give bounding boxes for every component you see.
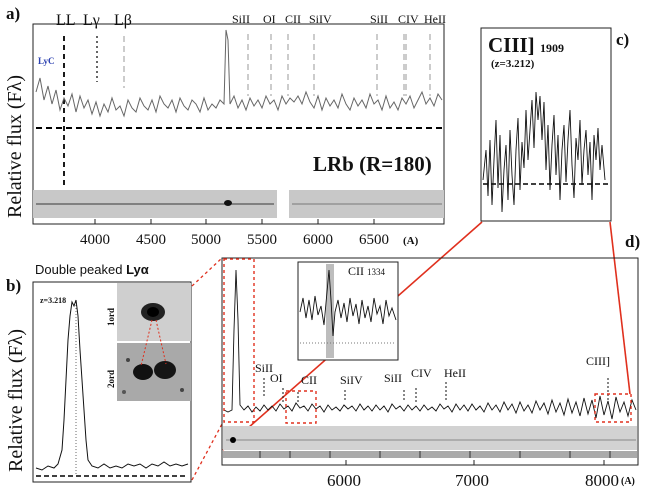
panel-d-line-oi: OI <box>270 371 283 385</box>
panel-a-xtick-4000: 4000 <box>80 232 110 248</box>
panel-a-line-lbeta: Lβ <box>114 12 132 29</box>
inset-cii-wave: 1334 <box>367 267 385 277</box>
lyc-label: LyC <box>38 56 55 66</box>
panel-d-unit: (A) <box>621 476 635 487</box>
panel-a-line-siiv: SiIV <box>309 12 332 26</box>
panel-d-xtick-6000: 6000 <box>327 471 361 490</box>
panel-a-line-oi: OI <box>263 12 276 26</box>
panel-d-line-siii: SiII <box>255 361 273 375</box>
panel-b-title-prefix: Double peaked <box>35 262 127 277</box>
panel-c-redshift: (z=3.212) <box>491 58 535 70</box>
panel-c-letter: c) <box>616 30 630 49</box>
panel-d-line-cii: CII <box>301 373 317 387</box>
panel-c-line: CIII] 1909 <box>488 33 564 58</box>
panel-b-redshift: z=3.218 <box>40 296 67 305</box>
panel-a-xtick-5500: 5500 <box>247 232 277 248</box>
panel-a-line-cii: CII <box>285 12 301 26</box>
panel-a-line-heii: HeII <box>424 12 446 26</box>
panel-a-xtick-6500: 6500 <box>359 232 389 248</box>
panel-b-title: Double peaked Lyα <box>35 262 149 277</box>
panel-a-line-lgamma: Lγ <box>83 12 100 29</box>
inset-cii-line: CII <box>348 264 364 278</box>
panel-d-line-siiv: SiIV <box>340 373 363 387</box>
panel-a-line-ll: LL <box>56 12 76 29</box>
panel-a-xtick-5000: 5000 <box>191 232 221 248</box>
panel-a-xtick-6000: 6000 <box>303 232 333 248</box>
panel-b-letter: b) <box>6 276 22 295</box>
panel-a-line-civ: CIV <box>398 12 419 26</box>
panel-a-unit: (A) <box>403 235 419 247</box>
panel-a-line-siii-2: SiII <box>370 12 388 26</box>
panel-a-xtick-4500: 4500 <box>136 232 166 248</box>
panel-d-xtick-7000: 7000 <box>455 471 489 490</box>
panel-d-line-heii: HeII <box>444 366 466 380</box>
resolution-label: LRb (R=180) <box>313 152 432 176</box>
panel-d-line-siii-2: SiII <box>384 371 402 385</box>
panel-d-line-civ: CIV <box>411 366 432 380</box>
panel-b-title-line: Lyα <box>126 262 149 277</box>
panel-c-line-name: CIII] <box>488 33 535 57</box>
panel-d-xtick-8000: 8000 <box>585 471 619 490</box>
panel-a-line-siii: SiII <box>232 12 250 26</box>
inset-cii-label: CII 1334 <box>348 264 385 279</box>
panel-d-letter: d) <box>625 232 641 251</box>
panel-a-letter: a) <box>6 4 21 23</box>
panel-d-line-ciii: CIII] <box>586 354 610 368</box>
panel-c-line-wave: 1909 <box>539 41 564 55</box>
